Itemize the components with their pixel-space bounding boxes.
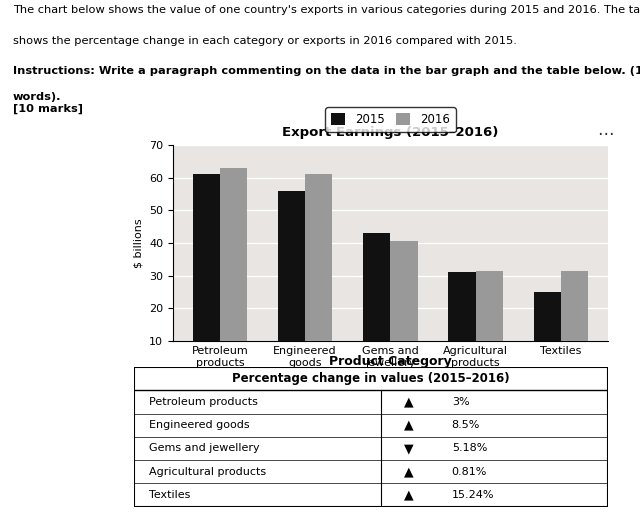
Text: 3%: 3% [452, 397, 469, 407]
Text: Engineered goods: Engineered goods [148, 420, 249, 430]
Legend: 2015, 2016: 2015, 2016 [325, 108, 456, 132]
Text: Agricultural products: Agricultural products [148, 467, 266, 477]
Bar [305, 174, 332, 374]
Text: [10 marks]: [10 marks] [13, 103, 83, 114]
Text: Gems and jewellery: Gems and jewellery [148, 444, 259, 453]
Text: shows the percentage change in each category or exports in 2016 compared with 20: shows the percentage change in each cate… [13, 36, 516, 45]
Bar [134, 367, 608, 390]
Text: The chart below shows the value of one country's exports in various categories d: The chart below shows the value of one c… [13, 5, 640, 15]
Text: ▼: ▼ [404, 442, 414, 455]
Bar [476, 271, 503, 374]
Text: 5.18%: 5.18% [452, 444, 487, 453]
Text: Instructions: Write a paragraph commenting on the data in the bar graph and the : Instructions: Write a paragraph commenti… [13, 66, 640, 76]
Bar [220, 168, 247, 374]
Text: 15.24%: 15.24% [452, 490, 494, 500]
Text: Percentage change in values (2015–2016): Percentage change in values (2015–2016) [232, 372, 510, 385]
Text: ⋯: ⋯ [596, 125, 613, 143]
Text: 8.5%: 8.5% [452, 420, 480, 430]
Bar [278, 191, 305, 374]
Text: 0.81%: 0.81% [452, 467, 487, 477]
Text: Petroleum products: Petroleum products [148, 397, 257, 407]
Bar [193, 174, 220, 374]
Text: ▲: ▲ [404, 396, 414, 408]
Bar [534, 292, 561, 374]
Text: words).: words). [13, 92, 61, 102]
Text: ▲: ▲ [404, 489, 414, 501]
Bar [449, 272, 476, 374]
Text: ▲: ▲ [404, 465, 414, 478]
Text: ▲: ▲ [404, 419, 414, 432]
Y-axis label: $ billions: $ billions [133, 218, 143, 268]
Text: Product Category: Product Category [329, 355, 452, 369]
Bar [561, 271, 588, 374]
Text: Textiles: Textiles [148, 490, 190, 500]
Bar [363, 233, 390, 374]
Bar [390, 241, 418, 374]
Title: Export Earnings (2015–2016): Export Earnings (2015–2016) [282, 127, 499, 140]
